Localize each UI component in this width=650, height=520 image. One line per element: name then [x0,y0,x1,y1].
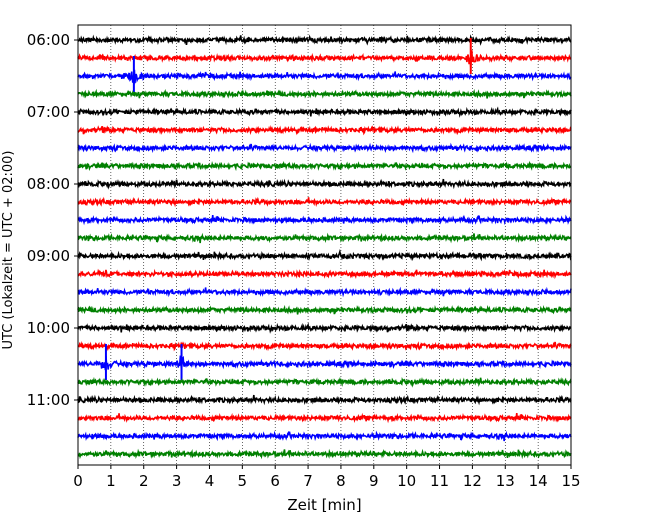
trace-1100 [77,394,572,406]
x-tick-label: 7 [303,472,313,490]
trace-0930 [77,286,572,298]
trace-1145 [77,448,572,460]
x-grid [110,25,539,465]
plot-frame [77,24,572,466]
x-tick-label: 9 [369,472,379,490]
trace-1000 [77,322,572,334]
x-tick-label: 2 [139,472,149,490]
y-axis: 06:00 07:00 08:00 09:00 10:00 11:00 [27,31,78,409]
x-tick-label: 13 [496,472,515,490]
x-tick-label: 10 [397,472,416,490]
x-tick-label: 3 [172,472,182,490]
trace-0645 [77,88,572,99]
trace-0615 [77,50,572,68]
trace-1030 [77,355,572,371]
y-axis-label: UTC (Lokalzeit = UTC + 02:00) [1,151,16,350]
y-tick-label: 08:00 [27,175,70,193]
y-tick-label: 09:00 [27,247,70,265]
y-tick-label: 10:00 [27,319,70,337]
trace-0815 [77,196,572,208]
trace-0745 [77,160,572,172]
x-tick-label: 4 [205,472,215,490]
x-axis-label: Zeit [min] [287,496,361,514]
trace-0945 [77,304,572,315]
x-tick-label: 6 [270,472,280,490]
y-tick-label: 11:00 [27,391,70,409]
x-tick-label: 14 [529,472,548,490]
trace-0730 [77,142,572,154]
trace-0700 [77,106,572,118]
trace-1130 [77,430,572,442]
trace-0915 [77,268,572,280]
trace-0715 [77,125,572,136]
x-tick-label: 1 [106,472,116,490]
x-tick-label: 0 [73,472,83,490]
x-tick-label: 15 [561,472,580,490]
trace-0845 [77,232,572,244]
x-tick-label: 11 [430,472,449,490]
trace-0900 [77,248,572,262]
x-axis: 0 1 2 3 4 5 6 7 8 9 10 11 12 13 14 15 [73,465,581,490]
trace-1115 [77,412,572,424]
trace-0800 [77,178,572,190]
trace-1045 [77,376,572,388]
y-tick-label: 06:00 [27,31,70,49]
trace-0600 [77,34,572,46]
x-tick-label: 8 [336,472,346,490]
x-tick-label: 5 [238,472,248,490]
trace-0630 [77,69,572,85]
y-tick-label: 07:00 [27,103,70,121]
trace-0830 [77,214,572,226]
trace-1015 [77,341,572,352]
traces [77,34,572,460]
x-tick-label: 12 [463,472,482,490]
